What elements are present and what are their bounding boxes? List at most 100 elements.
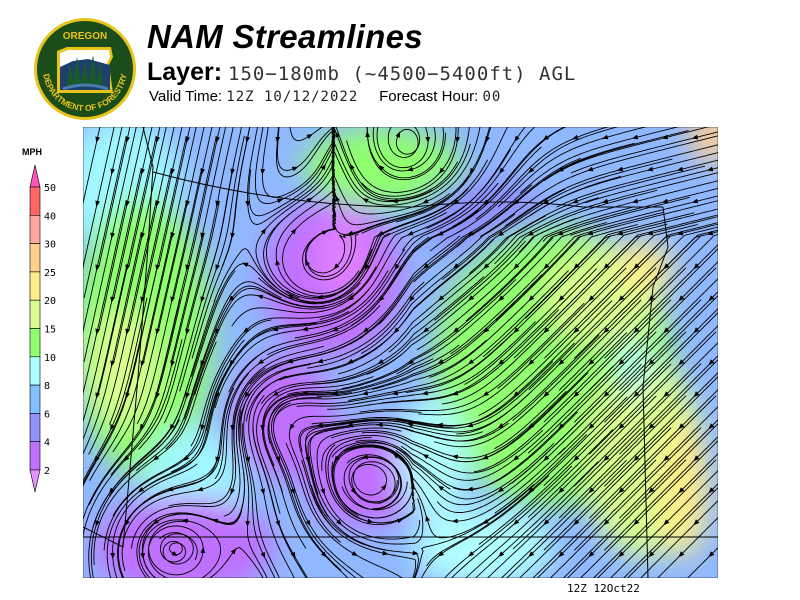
streamline-arrow bbox=[483, 327, 490, 334]
streamline bbox=[603, 372, 718, 487]
streamline-arrow bbox=[618, 487, 625, 494]
streamline-arrow bbox=[708, 487, 715, 494]
streamline bbox=[128, 127, 161, 267]
streamline-arrow bbox=[95, 136, 101, 143]
streamline-arrow bbox=[468, 551, 475, 557]
streamline bbox=[185, 127, 234, 330]
streamline bbox=[366, 127, 444, 179]
streamline-arrow bbox=[291, 166, 299, 172]
legend-tick: 2 bbox=[44, 466, 50, 477]
streamline-arrow bbox=[469, 167, 475, 175]
streamline-arrow bbox=[110, 232, 116, 239]
streamline-arrow bbox=[708, 359, 715, 366]
streamline bbox=[83, 264, 128, 441]
streamline bbox=[83, 333, 143, 485]
streamline bbox=[414, 434, 588, 578]
streamline-arrow bbox=[287, 294, 294, 300]
streamline-arrow bbox=[335, 131, 340, 138]
legend-tick: 40 bbox=[44, 211, 56, 222]
streamline bbox=[450, 429, 614, 578]
streamline-arrow bbox=[423, 263, 430, 269]
streamline-arrow bbox=[676, 166, 684, 172]
streamline-arrow bbox=[382, 550, 389, 556]
streamline bbox=[113, 127, 153, 299]
streamline-arrow bbox=[392, 453, 400, 459]
streamline-arrow bbox=[603, 391, 610, 398]
streamline-arrow bbox=[257, 359, 265, 365]
legend-swatch bbox=[29, 441, 41, 471]
streamline bbox=[542, 187, 718, 242]
streamline bbox=[618, 291, 718, 391]
streamline bbox=[536, 459, 657, 578]
streamline-arrow bbox=[290, 228, 297, 235]
streamline bbox=[687, 547, 718, 578]
streamline bbox=[98, 127, 131, 266]
layer-label: Layer: bbox=[147, 58, 223, 86]
streamline-arrow bbox=[528, 359, 535, 366]
streamline-arrow bbox=[573, 519, 580, 526]
streamline-arrow bbox=[276, 198, 284, 204]
streamline-arrow bbox=[95, 264, 101, 271]
legend-swatch bbox=[29, 384, 41, 414]
streamline-arrow bbox=[335, 519, 342, 526]
streamline-arrow bbox=[305, 519, 311, 527]
streamline-arrow bbox=[95, 328, 101, 335]
streamline-arrow bbox=[407, 359, 415, 365]
streamline-arrow bbox=[558, 423, 565, 430]
streamline-arrow bbox=[290, 488, 295, 495]
streamline bbox=[267, 433, 349, 578]
streamline-arrow bbox=[648, 551, 655, 558]
streamline bbox=[98, 127, 145, 331]
streamline-arrow bbox=[110, 296, 116, 303]
streamline bbox=[573, 278, 718, 423]
streamline-arrow bbox=[140, 168, 146, 175]
wind-speed-legend: MPH 50 40 30 25 20 15 10 8 6 4 2 bbox=[22, 147, 56, 493]
oregon-department-of-forestry-logo: OREGON DEPARTMENT OF FORESTRY bbox=[34, 18, 136, 120]
streamline-arrow bbox=[633, 391, 640, 398]
streamline bbox=[273, 402, 364, 578]
streamline-arrow bbox=[437, 485, 445, 491]
streamline-arrow bbox=[557, 230, 564, 236]
streamline bbox=[573, 342, 718, 487]
streamline-arrow bbox=[211, 518, 219, 524]
streamline-arrow bbox=[347, 295, 355, 301]
page-title: NAM Streamlines bbox=[147, 18, 423, 55]
streamline-arrow bbox=[155, 200, 161, 207]
streamline-arrow bbox=[152, 455, 160, 461]
streamline-arrow bbox=[289, 423, 295, 430]
streamline bbox=[90, 419, 180, 578]
streamline-arrow bbox=[467, 359, 475, 365]
streamline-arrow bbox=[439, 167, 445, 174]
streamline-arrow bbox=[678, 487, 685, 494]
valid-time-label: Valid Time: bbox=[149, 88, 223, 105]
streamline bbox=[401, 127, 536, 251]
streamline-arrow bbox=[95, 392, 101, 399]
streamline-arrow bbox=[693, 519, 700, 526]
streamline bbox=[429, 127, 619, 252]
streamline bbox=[573, 229, 718, 359]
streamline-arrow bbox=[200, 424, 205, 431]
streamline-arrow bbox=[514, 135, 520, 142]
streamline-arrow bbox=[395, 131, 400, 138]
legend-tick: 50 bbox=[44, 183, 56, 194]
streamline-arrow bbox=[558, 295, 565, 302]
streamline-arrow bbox=[110, 360, 116, 367]
streamline-arrow bbox=[185, 392, 190, 399]
legend-swatch bbox=[29, 356, 41, 386]
streamline-arrow bbox=[633, 519, 640, 526]
streamline-arrow bbox=[334, 455, 340, 462]
streamline-arrow bbox=[185, 136, 191, 143]
streamline bbox=[420, 475, 550, 578]
streamline-arrow bbox=[290, 551, 296, 559]
forecast-hour-label: Forecast Hour: bbox=[379, 88, 479, 105]
streamline-arrow bbox=[513, 263, 520, 270]
streamline-arrow bbox=[512, 455, 520, 461]
streamline-arrow bbox=[601, 134, 609, 140]
streamline-arrow bbox=[498, 359, 505, 366]
streamline-arrow bbox=[155, 136, 161, 143]
streamline bbox=[444, 465, 573, 578]
legend-swatch bbox=[29, 271, 41, 301]
streamline-arrow bbox=[125, 264, 131, 271]
streamline bbox=[588, 388, 718, 519]
streamlines bbox=[83, 127, 718, 578]
